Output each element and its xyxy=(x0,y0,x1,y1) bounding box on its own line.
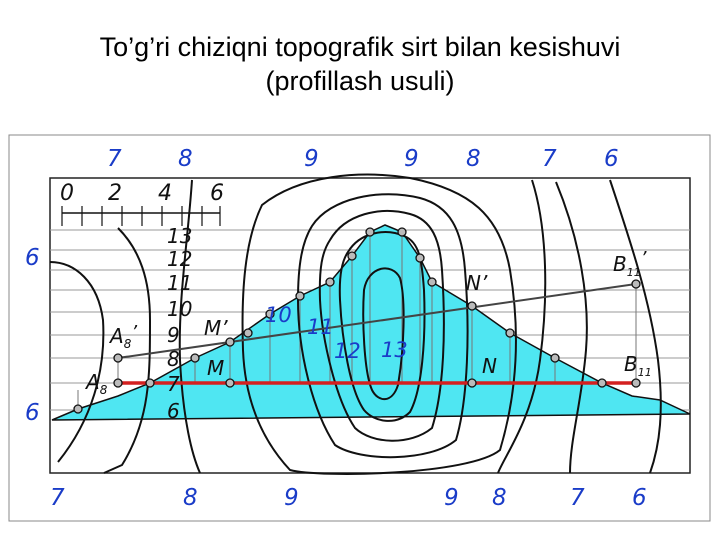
point-label-a8: A8 xyxy=(84,370,108,397)
contour-label: 7 xyxy=(542,146,557,172)
title-line-1: To’g’ri chiziqni topografik sirt bilan k… xyxy=(99,32,621,62)
outer-frame xyxy=(8,134,711,522)
point-label-a8-prime: A8’ xyxy=(108,322,137,351)
contour-label: 8 xyxy=(492,485,507,511)
contour-label: 6 xyxy=(25,245,40,271)
height-label: 7 xyxy=(167,372,180,396)
projection-lines xyxy=(77,232,637,409)
points xyxy=(73,227,641,414)
slide-title: To’g’ri chiziqni topografik sirt bilan k… xyxy=(0,30,720,98)
scale-label: 4 xyxy=(158,181,172,206)
title-line-2: (profillash usuli) xyxy=(265,66,455,96)
height-label: 8 xyxy=(167,347,180,371)
scale-label: 2 xyxy=(108,181,122,206)
point-labels: A8 A8’ M’ M N’ N B11’ B11 xyxy=(84,248,652,397)
contour-label: 6 xyxy=(632,485,647,511)
height-label: 13 xyxy=(167,224,192,248)
scale-bar: 0 2 4 6 xyxy=(60,181,224,226)
height-label: 9 xyxy=(167,323,180,347)
point-label-m-prime: M’ xyxy=(204,316,228,340)
point-label-b11: B11 xyxy=(624,352,652,379)
scale-label: 0 xyxy=(60,181,74,206)
height-label: 10 xyxy=(167,297,192,321)
contour-lines xyxy=(49,173,662,475)
scale-label: 6 xyxy=(210,181,224,206)
point-label-n-prime: N’ xyxy=(466,271,488,295)
contour-label: 8 xyxy=(466,146,481,172)
line-a8p-b11p xyxy=(117,283,637,359)
point-label-n: N xyxy=(482,354,497,378)
contour-label: 8 xyxy=(178,146,193,172)
contour-label: 9 xyxy=(404,146,419,172)
contour-label: 8 xyxy=(183,485,198,511)
contour-label: 6 xyxy=(25,400,40,426)
contour-label: 12 xyxy=(334,339,361,363)
contour-labels-inner: 10 11 12 13 xyxy=(265,303,408,363)
contour-label: 7 xyxy=(107,146,122,172)
height-label: 12 xyxy=(167,247,192,271)
contour-label: 9 xyxy=(304,146,319,172)
contour-labels-left: 6 6 xyxy=(25,245,40,426)
contour-label: 7 xyxy=(570,485,585,511)
point-label-b11-prime: B11’ xyxy=(613,248,647,279)
height-label: 6 xyxy=(167,399,180,423)
contour-label: 9 xyxy=(444,485,459,511)
contour-label: 11 xyxy=(307,315,334,339)
contour-labels-top: 7 8 9 9 8 7 6 xyxy=(107,146,619,172)
contour-label: 9 xyxy=(284,485,299,511)
contour-label: 13 xyxy=(381,338,408,362)
point-label-m: M xyxy=(207,356,224,380)
contour-label: 6 xyxy=(604,146,619,172)
contour-label: 7 xyxy=(50,485,65,511)
profile-height-scale: 13 12 11 10 9 8 7 6 xyxy=(167,224,192,423)
height-label: 11 xyxy=(167,271,192,295)
contour-label: 10 xyxy=(265,303,292,327)
contour-labels-bottom: 7 8 9 9 8 7 6 xyxy=(50,485,647,511)
